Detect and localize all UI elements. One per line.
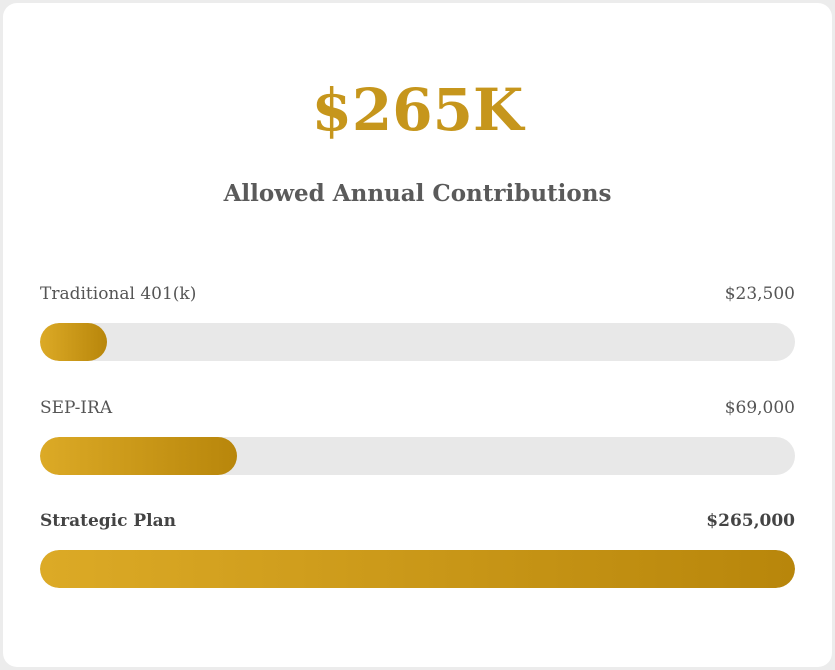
bar-row-sep-ira: SEP-IRA $69,000 [40, 396, 795, 476]
bar-track [40, 437, 795, 475]
bar-label: Traditional 401(k) [40, 284, 197, 304]
bar-row-traditional-401k: Traditional 401(k) $23,500 [40, 282, 795, 362]
bar-label: SEP-IRA [40, 398, 113, 418]
bar-label: Strategic Plan [40, 511, 176, 531]
bar-row-strategic-plan: Strategic Plan $265,000 [40, 509, 795, 589]
chart-subtitle: Allowed Annual Contributions [223, 180, 612, 207]
bar-value-label: $69,000 [724, 398, 795, 418]
bar-value-label: $23,500 [724, 284, 795, 304]
bar-fill-sep-ira [40, 437, 237, 475]
bar-fill-strategic-plan [40, 550, 795, 588]
bar-value-label: $265,000 [706, 511, 795, 531]
bar-fill-traditional-401k [40, 323, 107, 361]
bar-track [40, 550, 795, 588]
contributions-card: $265K Allowed Annual Contributions Tradi… [3, 3, 832, 667]
headline-total: $265K [311, 76, 524, 144]
bar-track [40, 323, 795, 361]
